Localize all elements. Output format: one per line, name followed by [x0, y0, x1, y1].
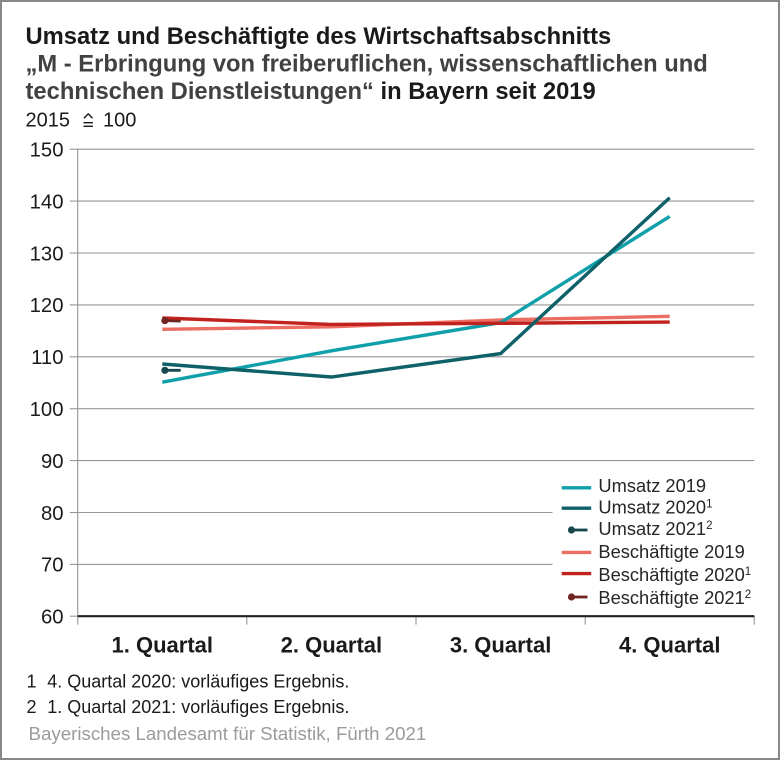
svg-text:140: 140 [30, 191, 64, 213]
svg-text:technischen Dienstleistungen“: technischen Dienstleistungen“ in Bayern … [26, 78, 596, 105]
svg-text:2: 2 [27, 697, 37, 717]
svg-text:90: 90 [41, 451, 64, 473]
svg-text:120: 120 [30, 295, 64, 317]
svg-text:130: 130 [30, 243, 64, 265]
svg-text:110: 110 [31, 347, 63, 369]
svg-text:80: 80 [41, 503, 64, 525]
svg-text:1. Quartal: 1. Quartal [112, 632, 213, 657]
svg-text:Umsatz 20212: Umsatz 20212 [598, 518, 712, 539]
svg-text:1: 1 [27, 671, 37, 691]
svg-text:„M - Erbringung von freiberufl: „M - Erbringung von freiberuflichen, wis… [26, 50, 708, 77]
svg-text:4. Quartal 2020: vorläufiges E: 4. Quartal 2020: vorläufiges Ergebnis. [47, 671, 349, 691]
svg-text:4. Quartal: 4. Quartal [619, 632, 720, 657]
svg-text:2. Quartal: 2. Quartal [281, 632, 382, 657]
svg-text:60: 60 [41, 607, 64, 629]
svg-text:100: 100 [103, 109, 136, 131]
svg-text:Beschäftigte 20212: Beschäftigte 20212 [598, 587, 751, 608]
svg-text:3. Quartal: 3. Quartal [450, 632, 551, 657]
svg-text:Beschäftigte 20201: Beschäftigte 20201 [598, 564, 751, 585]
svg-text:Beschäftigte 2019: Beschäftigte 2019 [598, 541, 744, 562]
svg-text:150: 150 [30, 140, 64, 162]
svg-text:Bayerisches Landesamt für Stat: Bayerisches Landesamt für Statistik, Für… [29, 723, 427, 744]
svg-text:Umsatz 2019: Umsatz 2019 [598, 475, 706, 496]
svg-text:1. Quartal 2021: vorläufiges E: 1. Quartal 2021: vorläufiges Ergebnis. [47, 697, 349, 717]
svg-text:70: 70 [41, 555, 64, 577]
svg-text:Umsatz und Beschäftigte des Wi: Umsatz und Beschäftigte des Wirtschaftsa… [26, 23, 612, 50]
svg-text:2015: 2015 [26, 109, 71, 131]
svg-text:100: 100 [30, 399, 64, 421]
svg-text:Umsatz 20201: Umsatz 20201 [598, 497, 712, 518]
